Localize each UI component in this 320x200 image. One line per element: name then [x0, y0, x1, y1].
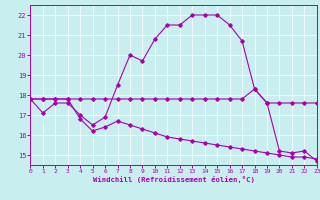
X-axis label: Windchill (Refroidissement éolien,°C): Windchill (Refroidissement éolien,°C): [93, 176, 254, 183]
